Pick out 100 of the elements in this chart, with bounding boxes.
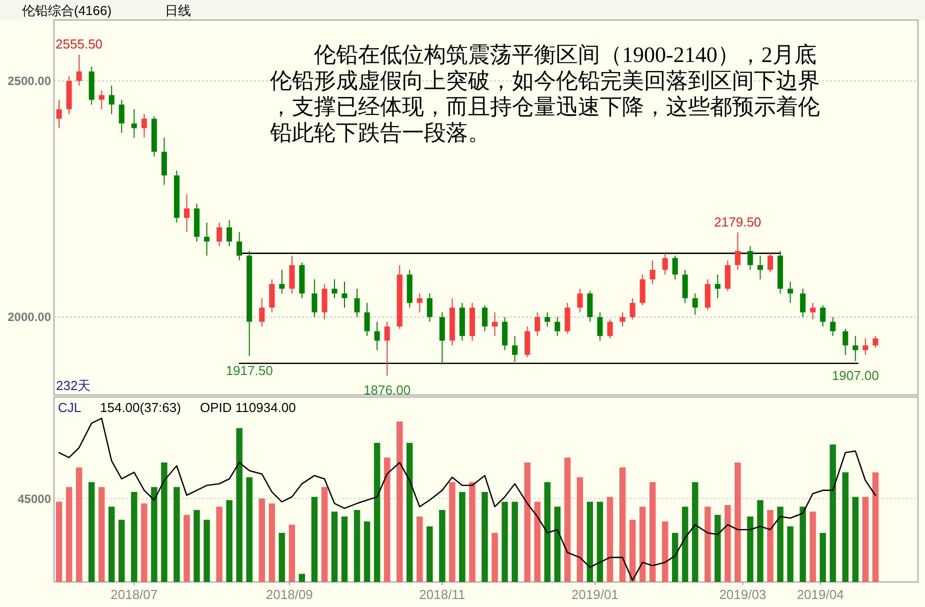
bar — [662, 521, 668, 582]
bar — [321, 487, 328, 582]
bar — [374, 442, 380, 582]
candlestick — [416, 292, 422, 313]
bar — [492, 532, 498, 582]
bar — [449, 482, 456, 582]
bar — [184, 514, 190, 582]
bar — [216, 506, 222, 582]
candlestick — [98, 90, 104, 110]
bar — [141, 503, 148, 582]
annotation: 伦铅在低位构筑震荡平衡区间（1900-2140），2月底伦铅形成虚假向上突破，如今伦铅完美回落到区间下边界，支撑已经体现，而且持仓量迅速下降，这些都预示着伦铅此轮下跌告一段落。 — [269, 42, 820, 145]
x-tick-label: 2019/04 — [796, 587, 844, 602]
candlestick — [374, 321, 380, 351]
candlestick — [862, 338, 868, 356]
x-tick-label: 2019/03 — [719, 587, 766, 602]
annotation: 1876.00 — [364, 382, 411, 398]
candlestick — [204, 222, 210, 256]
bar — [544, 482, 550, 582]
bar — [682, 506, 688, 582]
candlestick — [810, 302, 816, 320]
bar — [820, 532, 826, 582]
bar — [482, 492, 488, 582]
candlestick — [672, 255, 678, 280]
candlestick — [830, 316, 836, 336]
bar — [151, 487, 158, 582]
candlestick — [482, 304, 488, 332]
candlestick — [724, 260, 730, 292]
bar — [586, 502, 594, 582]
bar — [734, 462, 741, 582]
candlestick — [184, 194, 190, 233]
candlestick — [564, 302, 570, 334]
bar — [416, 516, 423, 582]
bar — [66, 487, 72, 582]
bar — [810, 512, 816, 582]
bar — [76, 467, 82, 582]
text: 45000 — [18, 492, 52, 506]
bar — [118, 520, 125, 582]
candlestick — [524, 326, 530, 358]
bar — [672, 532, 678, 582]
bar — [800, 506, 806, 582]
bar — [554, 506, 560, 582]
candlestick — [800, 288, 806, 318]
bar — [236, 428, 242, 582]
text: OPID 110934.00 — [200, 400, 296, 415]
candlestick — [502, 316, 508, 351]
bar — [502, 502, 508, 582]
candlestick — [630, 298, 636, 320]
candlestick — [607, 318, 613, 339]
candlestick — [788, 281, 794, 304]
candlestick — [692, 292, 698, 316]
candlestick — [597, 312, 603, 342]
candlestick — [108, 85, 114, 114]
candlestick — [269, 278, 275, 313]
bar — [341, 516, 348, 582]
annotation: 232天 — [56, 378, 91, 393]
candlestick — [354, 288, 360, 318]
bar — [331, 512, 338, 582]
candlestick — [76, 54, 82, 86]
annotation: 2179.50 — [714, 214, 762, 230]
candlestick — [512, 335, 518, 362]
bar — [311, 496, 318, 582]
bar — [649, 482, 656, 582]
chart-title: 伦铅综合(4166) — [22, 3, 112, 18]
candlestick — [364, 302, 370, 336]
candlestick — [820, 304, 826, 328]
candlestick — [384, 321, 390, 376]
bar — [354, 510, 360, 582]
annotation: 1917.50 — [226, 363, 273, 378]
bar — [704, 506, 711, 582]
annotation: 1907.00 — [832, 368, 879, 383]
x-tick-label: 2018/11 — [419, 587, 466, 602]
bar — [298, 574, 306, 582]
bar — [692, 482, 698, 582]
bar — [204, 520, 210, 582]
bar — [364, 521, 370, 582]
bar — [258, 498, 265, 582]
bar — [757, 500, 764, 582]
y-tick-label: 2500.00 — [8, 74, 52, 88]
bar — [564, 458, 570, 582]
annotation: 2555.50 — [56, 36, 103, 52]
candlestick — [747, 246, 753, 270]
candlestick — [226, 220, 232, 247]
bar — [98, 487, 105, 582]
candlestick — [640, 274, 646, 306]
bar — [747, 516, 754, 582]
candlestick — [216, 222, 222, 247]
candlestick — [704, 278, 710, 310]
bar — [872, 472, 879, 582]
candlestick — [554, 316, 560, 336]
text: CJL — [58, 400, 82, 415]
x-tick-label: 2018/09 — [266, 587, 313, 602]
bar — [246, 477, 252, 582]
candlestick — [332, 278, 338, 299]
bar — [606, 496, 614, 582]
candlestick — [714, 274, 720, 299]
candlestick — [279, 269, 285, 294]
bar — [384, 458, 390, 582]
bar — [459, 492, 466, 582]
candlestick — [141, 113, 147, 138]
bar — [830, 444, 836, 582]
